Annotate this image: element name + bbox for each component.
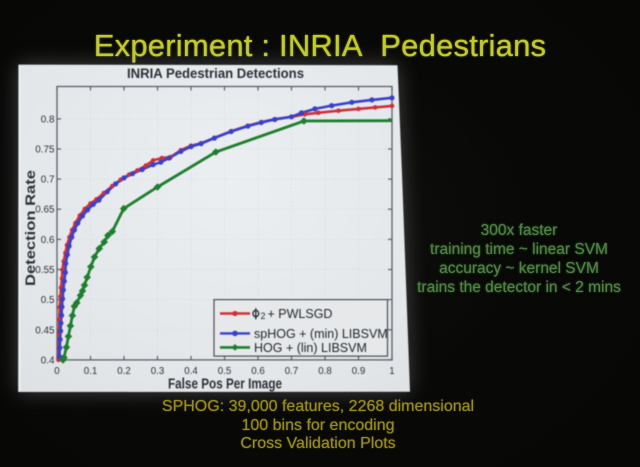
svg-text:0.55: 0.55 [35, 265, 55, 276]
svg-text:0.7: 0.7 [285, 366, 298, 377]
svg-text:0.6: 0.6 [251, 366, 264, 377]
svg-text:0.4: 0.4 [41, 355, 55, 366]
svg-text:0.3: 0.3 [151, 366, 164, 377]
svg-text:1: 1 [389, 366, 394, 377]
svg-text:0.1: 0.1 [84, 366, 97, 377]
svg-text:0.4: 0.4 [184, 366, 198, 377]
svg-text:0.2: 0.2 [117, 366, 130, 377]
svg-text:Detection Rate: Detection Rate [22, 170, 38, 286]
svg-text:0.5: 0.5 [41, 295, 55, 306]
svg-text:INRIA Pedestrian Detections: INRIA Pedestrian Detections [127, 66, 304, 81]
svg-text:0: 0 [54, 366, 60, 377]
svg-text:0.8: 0.8 [318, 366, 331, 377]
svg-text:0.7: 0.7 [41, 175, 55, 186]
svg-text:0.5: 0.5 [218, 366, 231, 377]
svg-text:False Pos Per Image: False Pos Per Image [168, 376, 282, 393]
svg-text:2: 2 [261, 311, 266, 321]
svg-text:0.75: 0.75 [35, 145, 55, 156]
svg-text:HOG + (lin) LIBSVM: HOG + (lin) LIBSVM [254, 341, 367, 355]
svg-text:0.6: 0.6 [41, 235, 55, 246]
svg-text:0.9: 0.9 [352, 366, 365, 377]
svg-text:spHOG + (min) LIBSVM: spHOG + (min) LIBSVM [254, 327, 388, 341]
svg-text:0.8: 0.8 [41, 114, 55, 125]
svg-text:+ PWLSGD: + PWLSGD [268, 307, 333, 321]
svg-text:0.45: 0.45 [35, 325, 55, 336]
svg-text:0.65: 0.65 [35, 205, 55, 216]
